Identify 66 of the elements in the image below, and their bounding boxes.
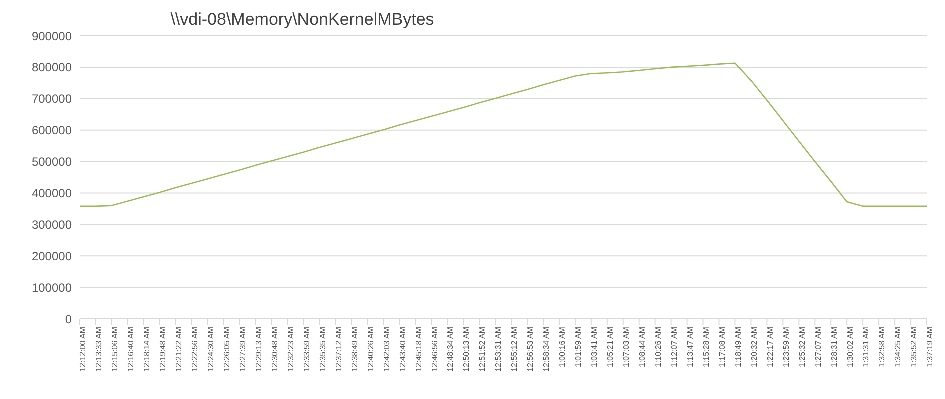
y-tick-label: 100000: [32, 280, 72, 295]
x-tick-label: 1:18:49 AM: [734, 326, 743, 368]
y-tick-label: 900000: [32, 29, 72, 44]
x-tick-label: 1:01:59 AM: [574, 326, 584, 368]
x-tick-label: 1:25:32 AM: [798, 326, 807, 368]
x-tick-label: 12:51:52 AM: [478, 326, 488, 372]
x-tick-label: 1:00:16 AM: [558, 326, 568, 368]
x-tick-label: 12:30:48 AM: [270, 326, 280, 372]
x-tick-label: 1:20:32 AM: [750, 326, 759, 368]
x-tick-label: 12:33:59 AM: [302, 326, 312, 372]
x-tick-label: 1:03:41 AM: [590, 326, 600, 368]
x-tick-label: 12:24:30 AM: [206, 326, 216, 372]
x-tick-label: 12:45:18 AM: [414, 326, 424, 372]
x-tick-label: 1:32:58 AM: [878, 326, 887, 368]
y-tick-label: 700000: [32, 92, 72, 106]
x-tick-label: 1:08:44 AM: [638, 326, 648, 368]
x-tick-label: 1:05:21 AM: [606, 326, 616, 368]
x-tick-label: 12:38:49 AM: [350, 326, 360, 372]
x-tick-label: 12:15:06 AM: [110, 326, 120, 372]
x-tick-label: 12:46:56 AM: [430, 326, 440, 372]
x-tick-label: 12:18:14 AM: [142, 326, 152, 372]
x-tick-label: 12:32:23 AM: [286, 326, 296, 372]
x-tick-label: 1:30:02 AM: [846, 326, 855, 368]
y-tick-label: 0: [65, 312, 72, 326]
x-tick-label: 12:21:22 AM: [174, 326, 184, 372]
y-tick-label: 300000: [32, 218, 72, 232]
x-tick-label: 1:07:03 AM: [622, 326, 632, 368]
x-tick-label: 1:17:08 AM: [718, 326, 727, 368]
x-tick-label: 1:31:31 AM: [862, 326, 871, 368]
y-tick-label: 400000: [32, 186, 72, 200]
y-tick-label: 200000: [32, 249, 72, 264]
x-tick-label: 12:29:13 AM: [254, 326, 264, 372]
x-tick-label: 12:43:40 AM: [398, 326, 408, 372]
x-tick-label: 12:13:33 AM: [94, 326, 104, 372]
x-tick-label: 12:55:12 AM: [510, 326, 520, 372]
x-tick-label: 12:26:05 AM: [222, 326, 232, 372]
y-tick-label: 600000: [32, 124, 72, 138]
x-tick-label: 12:42:03 AM: [382, 326, 392, 372]
x-tick-label: 12:58:34 AM: [542, 326, 552, 372]
x-tick-label: 12:37:12 AM: [334, 326, 344, 372]
x-tick-label: 12:50:13 AM: [462, 326, 472, 372]
y-tick-label: 500000: [32, 155, 72, 170]
x-tick-label: 1:23:59 AM: [782, 326, 791, 368]
x-tick-label: 12:35:35 AM: [318, 326, 328, 372]
x-tick-label: 12:19:48 AM: [158, 326, 168, 372]
x-tick-label: 1:10:26 AM: [654, 326, 663, 368]
x-tick-label: 12:40:26 AM: [366, 326, 376, 372]
x-tick-label: 1:22:17 AM: [766, 326, 775, 368]
x-tick-label: 1:35:52 AM: [910, 326, 919, 368]
x-tick-label: 1:28:31 AM: [830, 326, 839, 368]
x-tick-label: 12:22:56 AM: [190, 326, 200, 372]
x-tick-label: 1:12:07 AM: [670, 326, 679, 368]
x-tick-label: 1:13:47 AM: [686, 326, 695, 368]
x-tick-label: 1:37:19 AM: [926, 326, 935, 368]
x-tick-label: 12:12:00 AM: [78, 326, 88, 372]
line-series: [79, 62, 928, 208]
x-tick-label: 12:27:39 AM: [238, 326, 248, 372]
x-tick-label: 1:27:07 AM: [814, 326, 823, 368]
x-tick-label: 1:34:25 AM: [894, 326, 903, 368]
x-tick-label: 12:53:31 AM: [494, 326, 504, 372]
x-tick-label: 1:15:28 AM: [702, 326, 711, 368]
chart-title: \\vdi-08\Memory\NonKernelMBytes: [170, 10, 434, 29]
y-tick-label: 800000: [32, 60, 72, 75]
x-tick-label: 12:16:40 AM: [126, 326, 136, 372]
x-tick-label: 12:56:53 AM: [526, 326, 536, 372]
x-tick-label: 12:48:34 AM: [446, 326, 456, 372]
